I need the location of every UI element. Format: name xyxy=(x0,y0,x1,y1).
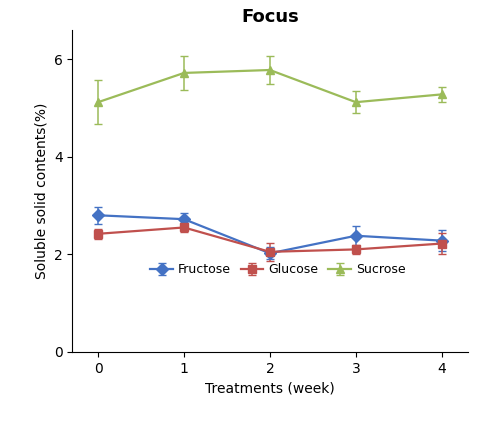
X-axis label: Treatments (week): Treatments (week) xyxy=(205,381,335,395)
Legend: Fructose, Glucose, Sucrose: Fructose, Glucose, Sucrose xyxy=(145,258,410,281)
Title: Focus: Focus xyxy=(241,8,299,26)
Y-axis label: Soluble solid contents(%): Soluble solid contents(%) xyxy=(34,103,48,279)
